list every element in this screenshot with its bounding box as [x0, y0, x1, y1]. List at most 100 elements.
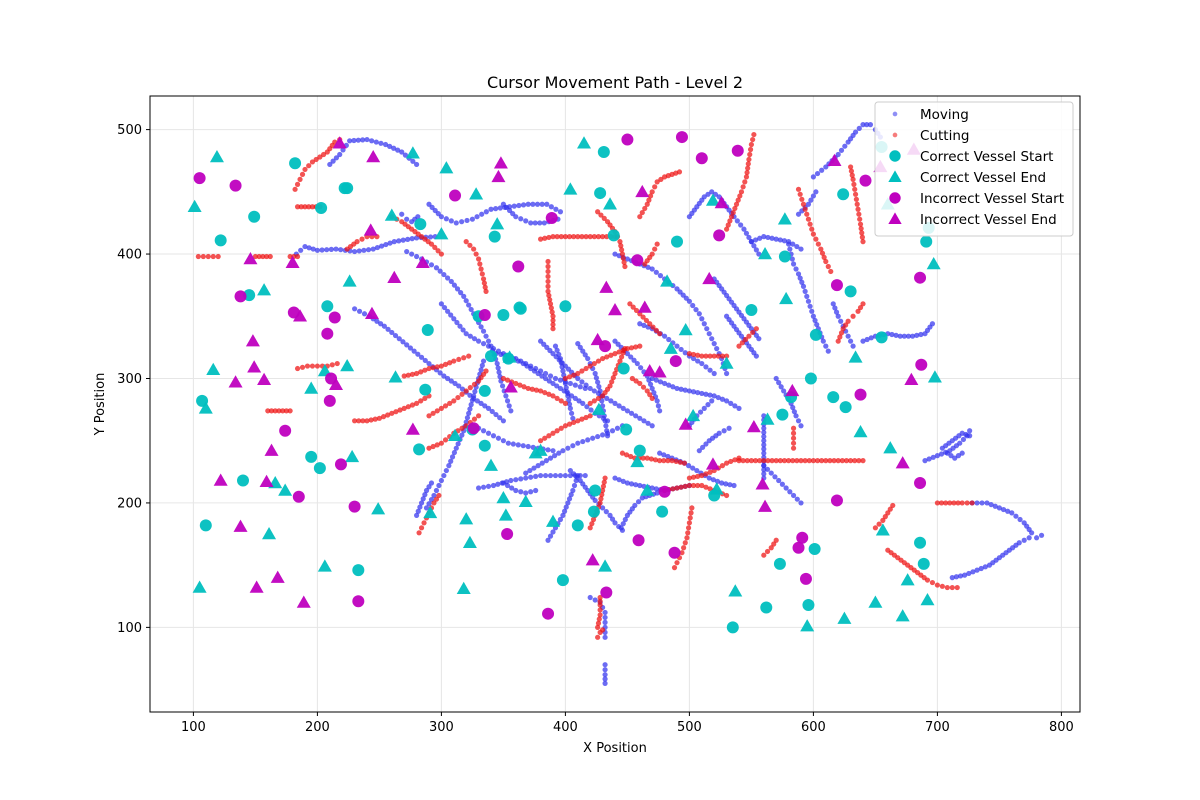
path-point [570, 443, 576, 449]
path-point [856, 211, 862, 217]
path-point [609, 379, 615, 385]
path-point [761, 458, 767, 464]
path-point [901, 333, 907, 339]
path-point [463, 331, 469, 337]
path-point [732, 403, 738, 409]
path-point [825, 263, 831, 270]
triangle-marker [705, 457, 720, 470]
path-point [590, 516, 597, 523]
path-point [682, 540, 688, 546]
path-point [530, 201, 536, 207]
path-point [814, 321, 820, 328]
path-point [521, 384, 527, 390]
path-point [821, 254, 827, 260]
path-point [653, 269, 659, 275]
path-point [409, 236, 415, 242]
path-point [545, 258, 551, 265]
path-point [695, 389, 701, 396]
point-marker [193, 172, 206, 185]
path-point [333, 246, 339, 252]
path-point [856, 125, 862, 131]
path-point [364, 136, 370, 143]
path-point [848, 458, 854, 464]
path-point [468, 306, 474, 313]
path-point [731, 482, 737, 489]
path-point [707, 469, 713, 475]
triangle-marker [705, 193, 720, 206]
path-point [567, 467, 573, 474]
path-point [727, 218, 733, 224]
path-point [714, 346, 720, 352]
path-point [685, 463, 692, 469]
path-point [547, 472, 554, 479]
path-point [723, 481, 729, 487]
path-point [595, 390, 602, 397]
path-point [539, 373, 545, 379]
path-point [948, 453, 954, 459]
point-marker [559, 300, 572, 313]
path-point [538, 472, 544, 479]
path-point [607, 383, 613, 389]
path-point [490, 482, 497, 489]
path-point [608, 352, 614, 358]
path-point [952, 455, 958, 461]
path-point [600, 627, 606, 633]
path-point [765, 458, 771, 464]
path-point [467, 406, 473, 412]
triangle-marker [827, 153, 842, 166]
point-marker [313, 462, 326, 475]
path-point [542, 435, 548, 441]
path-point [857, 221, 864, 227]
path-point [493, 206, 499, 212]
path-point [598, 496, 604, 502]
path-point [593, 375, 600, 381]
path-point [676, 169, 683, 175]
path-point [314, 247, 320, 253]
triangle-marker [363, 223, 378, 236]
path-point [283, 408, 289, 414]
path-point [575, 440, 581, 446]
path-point [654, 490, 660, 496]
path-point [550, 326, 556, 332]
path-point [714, 478, 721, 484]
triangle-marker [904, 372, 919, 385]
path-point [356, 308, 363, 314]
path-point [205, 253, 211, 260]
path-point [518, 489, 524, 495]
path-point [845, 333, 851, 339]
path-point [483, 333, 489, 339]
path-point [736, 458, 742, 464]
path-point [648, 456, 654, 462]
path-point [587, 385, 593, 392]
series-correct-vessel-end [187, 136, 942, 632]
path-point [652, 184, 658, 190]
path-point [705, 402, 711, 408]
path-point [724, 460, 730, 466]
path-point [724, 353, 730, 359]
path-point [579, 416, 585, 422]
path-point [1000, 506, 1007, 513]
path-point [850, 176, 856, 182]
path-point [557, 472, 564, 479]
path-point [302, 204, 308, 210]
path-point [860, 239, 866, 245]
path-point [422, 367, 428, 373]
path-point [550, 380, 556, 387]
path-point [591, 398, 597, 404]
path-point [856, 458, 862, 464]
path-point [959, 450, 965, 456]
path-point [479, 271, 485, 277]
point-marker [589, 484, 602, 497]
path-point [399, 149, 405, 155]
path-point [653, 327, 659, 333]
path-point [810, 231, 817, 237]
path-point [525, 201, 531, 207]
path-point [441, 472, 447, 479]
path-point [966, 570, 972, 577]
path-point [476, 338, 482, 344]
path-point [414, 370, 420, 377]
path-point [637, 321, 643, 327]
path-point [864, 336, 870, 343]
path-point [823, 458, 829, 464]
